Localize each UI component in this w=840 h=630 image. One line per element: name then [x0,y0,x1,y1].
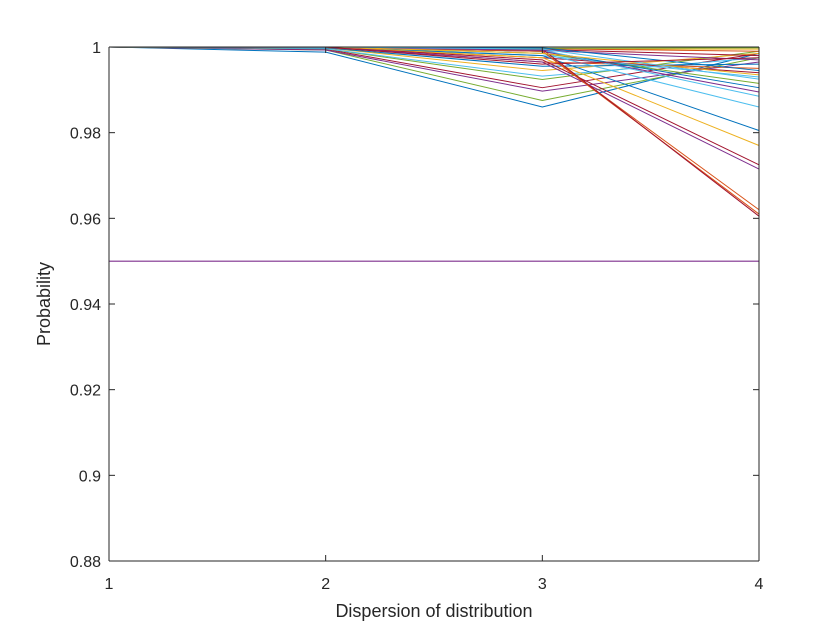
y-tick-label: 0.88 [70,554,101,571]
x-tick-label: 4 [755,576,764,593]
y-axis-title: Probability [34,262,54,346]
y-tick-label: 0.98 [70,126,101,143]
tick-label-layer: 1 2 3 4 0.88 0.9 0.92 0.94 0.96 0.98 1 [70,40,764,593]
x-tick-label: 2 [321,576,330,593]
y-tick-label: 0.94 [70,297,101,314]
y-tick-label: 0.9 [79,468,101,485]
x-tick-label: 3 [538,576,547,593]
x-axis-title: Dispersion of distribution [335,601,532,621]
y-tick-label: 0.92 [70,383,101,400]
x-tick-label: 1 [105,576,114,593]
axes-layer [108,46,760,562]
y-tick-label: 0.96 [70,211,101,228]
y-tick-label: 1 [92,40,101,57]
